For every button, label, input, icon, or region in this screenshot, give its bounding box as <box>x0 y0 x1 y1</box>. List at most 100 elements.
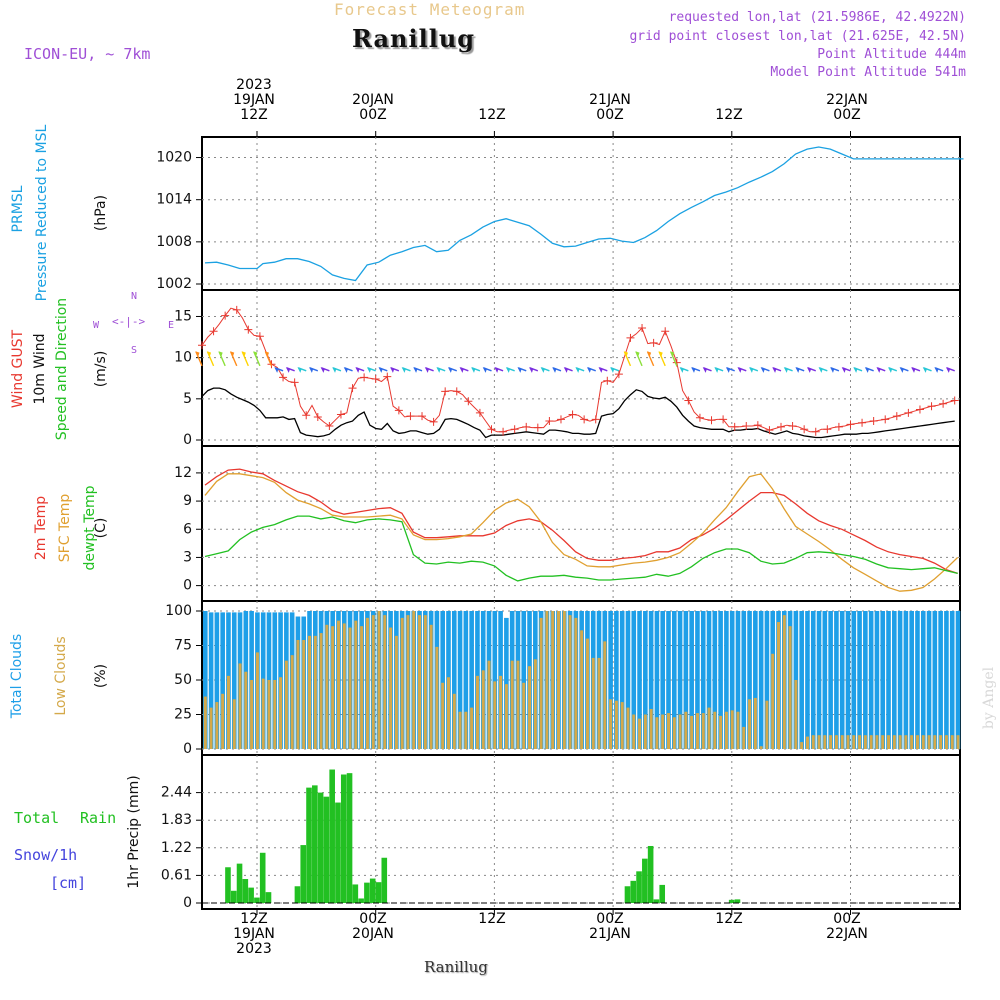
rain-bar-18 <box>306 787 312 903</box>
rain-bar-6 <box>236 863 243 903</box>
panel-frame-0 <box>201 136 961 291</box>
low-cloud-bar-73 <box>626 707 630 749</box>
total-cloud-bar-45 <box>463 611 469 749</box>
wind-arrowhead-12 <box>264 351 269 357</box>
low-cloud-bar-22 <box>331 626 335 749</box>
panel-frame-4 <box>201 754 961 910</box>
low-cloud-bar-81 <box>672 717 676 749</box>
ytick-label-1-3: 0 <box>183 432 192 448</box>
wind-arrowhead-88 <box>702 367 708 373</box>
gust-marker-100 <box>777 422 785 431</box>
gust-marker-46 <box>464 397 473 406</box>
ytick-label-4-3: 0.61 <box>161 867 192 883</box>
low-cloud-bar-27 <box>360 626 364 749</box>
low-cloud-bar-40 <box>435 646 439 749</box>
low-cloud-bar-124 <box>921 735 925 749</box>
low-cloud-bar-24 <box>342 623 346 749</box>
low-cloud-bar-83 <box>684 711 688 749</box>
total-cloud-bar-88 <box>712 611 718 749</box>
low-cloud-bar-33 <box>394 635 398 749</box>
gust-marker-126 <box>927 402 936 411</box>
rain-bar-77 <box>647 845 654 903</box>
low-cloud-bar-119 <box>892 735 896 749</box>
top-time-label-4: 12Z <box>715 107 743 123</box>
wind-10m-line <box>201 387 955 439</box>
rain-bar-28 <box>364 882 370 903</box>
low-cloud-bar-8 <box>250 680 254 749</box>
low-cloud-bar-66 <box>585 638 589 749</box>
total-cloud-bar-1 <box>208 612 214 749</box>
low-cloud-bar-42 <box>446 677 450 749</box>
low-cloud-bar-52 <box>504 684 508 749</box>
wind-arrowhead-40 <box>424 367 430 373</box>
wind-arrowhead-74 <box>623 351 628 357</box>
total-cloud-bar-124 <box>920 611 926 749</box>
wind-arrowhead-14 <box>274 367 279 373</box>
total-cloud-bar-125 <box>926 611 932 749</box>
rain-bar-25 <box>346 773 353 903</box>
wind-arrowhead-58 <box>529 367 534 373</box>
total-cloud-bar-111 <box>845 611 851 749</box>
wind-arrowhead-98 <box>760 367 765 373</box>
wind-arrowhead-86 <box>691 367 696 373</box>
low-cloud-bar-51 <box>499 675 503 749</box>
low-cloud-bar-111 <box>846 735 850 749</box>
low-cloud-bar-110 <box>840 735 844 749</box>
wind-arrowhead-6 <box>229 351 235 357</box>
low-cloud-bar-44 <box>458 711 462 749</box>
gust-marker-38 <box>418 412 427 421</box>
gust-marker-112 <box>846 420 855 429</box>
total-cloud-bar-82 <box>677 611 683 749</box>
rain-bar-79 <box>659 884 666 903</box>
low-cloud-bar-82 <box>678 714 682 749</box>
gust-marker-18 <box>302 411 311 420</box>
gust-marker-116 <box>869 417 878 426</box>
total-cloud-bar-107 <box>822 611 828 749</box>
gust-marker-98 <box>765 426 774 435</box>
total-cloud-bar-128 <box>944 611 949 749</box>
gust-marker-108 <box>823 425 832 434</box>
low-cloud-bar-69 <box>603 641 607 749</box>
total-cloud-bar-44 <box>457 611 463 749</box>
wind-arrowhead-116 <box>864 367 870 373</box>
low-cloud-bar-79 <box>661 714 665 749</box>
low-cloud-bar-9 <box>255 652 259 749</box>
wind-arrowhead-64 <box>563 367 569 373</box>
low-cloud-bar-28 <box>365 617 369 749</box>
total-cloud-bar-126 <box>932 611 938 749</box>
total-cloud-bar-116 <box>874 611 880 749</box>
low-cloud-bar-100 <box>782 615 786 749</box>
low-cloud-bar-77 <box>649 708 653 749</box>
low-cloud-bar-63 <box>568 615 572 749</box>
gust-marker-106 <box>811 427 820 436</box>
ytick-label-2-3: 3 <box>183 549 192 565</box>
low-cloud-bar-106 <box>817 735 821 749</box>
wind-arrowhead-62 <box>552 367 557 373</box>
total-cloud-bar-43 <box>451 611 457 749</box>
gust-marker-34 <box>394 406 403 415</box>
gust-marker-80 <box>661 327 670 336</box>
wind-arrowhead-84 <box>679 367 684 373</box>
wind-arrowhead-26 <box>343 367 349 373</box>
rain-bar-76 <box>642 858 648 903</box>
low-cloud-bar-87 <box>707 707 711 749</box>
low-cloud-bar-109 <box>834 735 838 749</box>
low-cloud-bar-112 <box>852 735 856 749</box>
gust-marker-110 <box>834 422 843 431</box>
ytick-label-2-2: 6 <box>183 521 192 537</box>
rain-bar-92 <box>734 899 741 903</box>
low-cloud-bar-61 <box>556 611 560 749</box>
low-cloud-bar-21 <box>325 624 329 749</box>
wind-arrowhead-2 <box>206 351 212 357</box>
low-cloud-bar-71 <box>614 700 618 749</box>
ytick-label-4-4: 0 <box>183 895 192 911</box>
total-cloud-bar-86 <box>700 611 706 749</box>
low-cloud-bar-98 <box>771 653 775 749</box>
gust-marker-26 <box>348 384 357 393</box>
wind-arrowhead-48 <box>471 367 476 373</box>
ytick-label-3-4: 0 <box>183 741 192 757</box>
total-cloud-bar-87 <box>706 611 712 749</box>
wind-arrowhead-130 <box>945 367 951 373</box>
total-cloud-bar-129 <box>949 611 955 749</box>
low-cloud-bar-43 <box>452 693 456 749</box>
